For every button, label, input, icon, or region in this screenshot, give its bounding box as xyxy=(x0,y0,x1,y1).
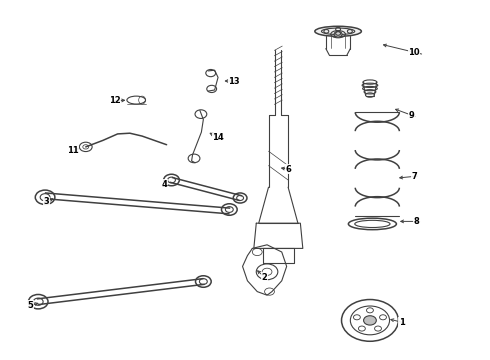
Text: 3: 3 xyxy=(44,197,49,206)
Text: 13: 13 xyxy=(228,77,240,85)
Text: 14: 14 xyxy=(212,133,224,142)
Text: 10: 10 xyxy=(408,48,420,57)
Text: 9: 9 xyxy=(409,111,415,120)
Text: 8: 8 xyxy=(414,217,419,226)
Text: 2: 2 xyxy=(262,273,268,282)
Circle shape xyxy=(334,31,342,37)
Text: 6: 6 xyxy=(285,165,291,174)
Text: 12: 12 xyxy=(109,96,121,105)
Text: 4: 4 xyxy=(161,180,167,189)
Text: 11: 11 xyxy=(67,146,78,155)
Text: 5: 5 xyxy=(27,301,33,310)
Text: 7: 7 xyxy=(411,172,417,181)
Circle shape xyxy=(364,316,376,325)
Text: 1: 1 xyxy=(399,318,405,327)
Ellipse shape xyxy=(315,26,361,36)
